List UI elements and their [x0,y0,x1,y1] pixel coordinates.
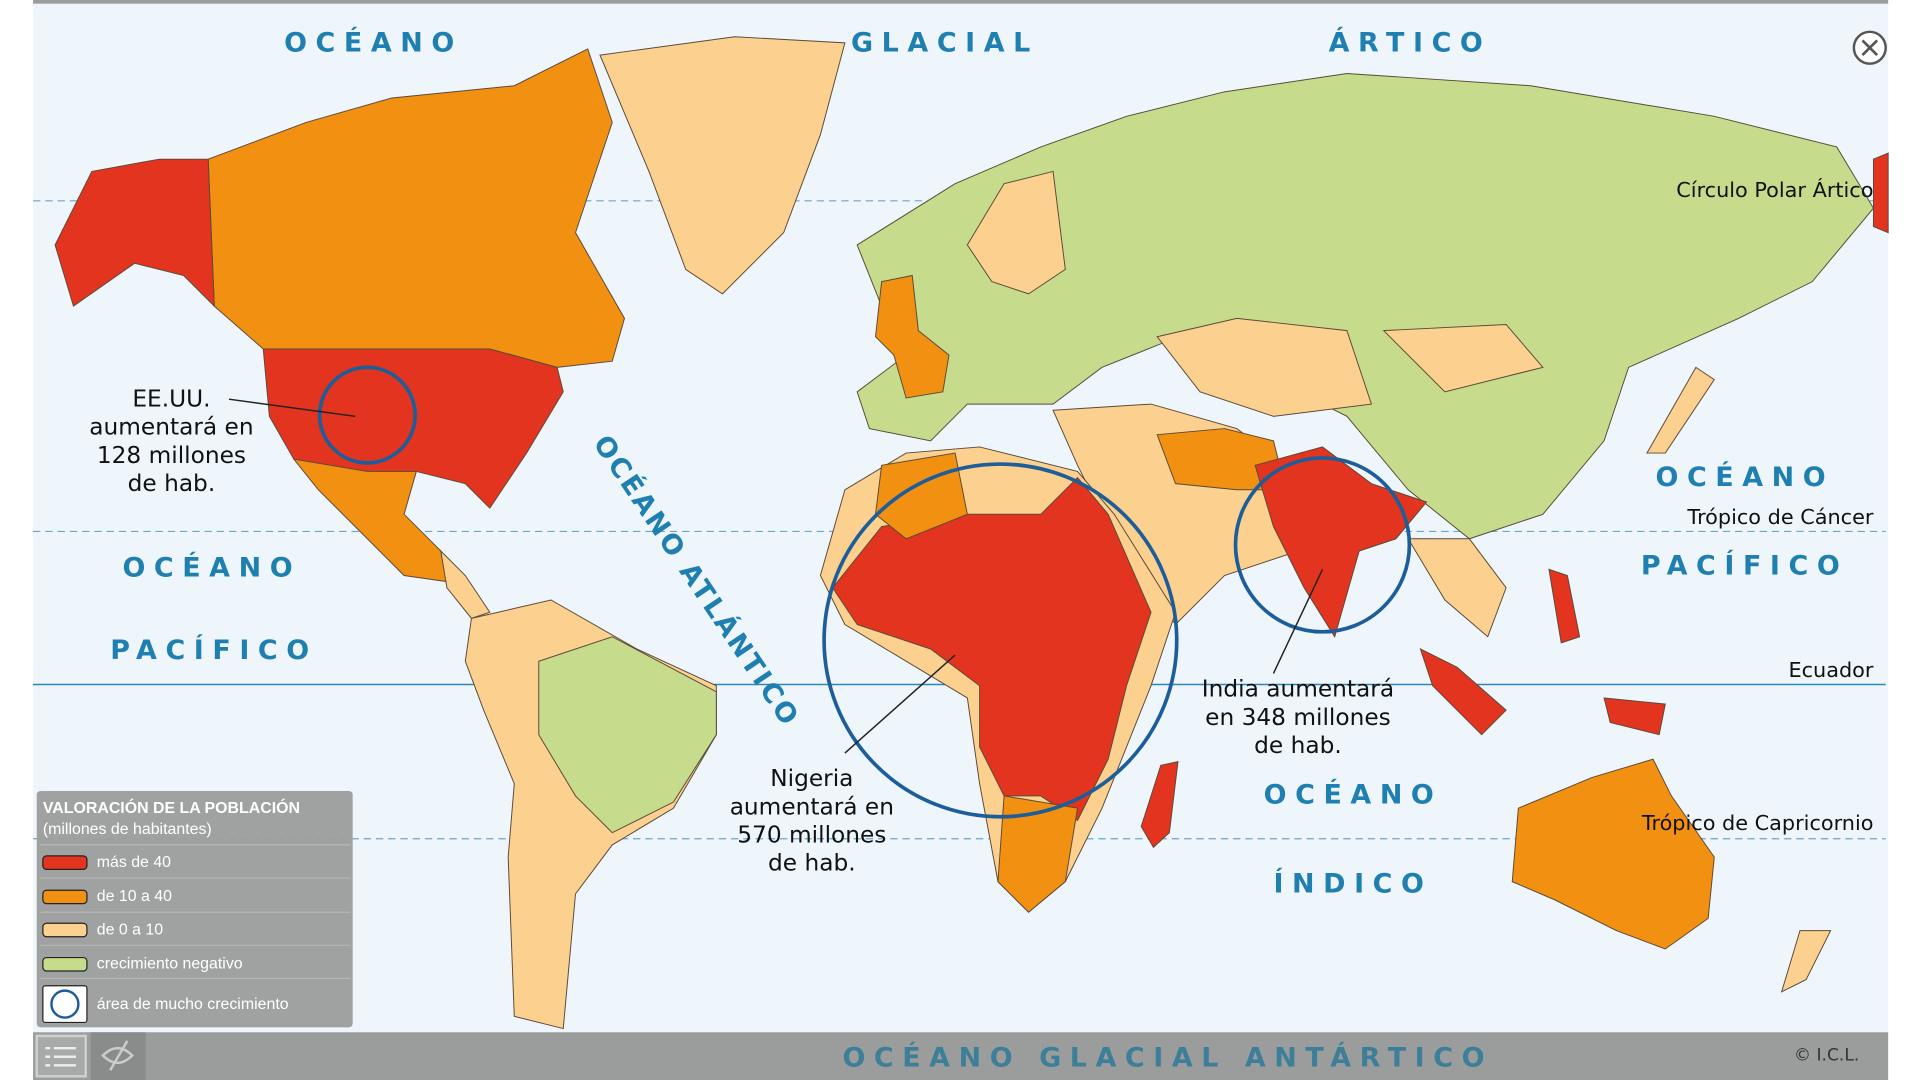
callout-nigeria: Nigeria aumentará en 570 millones de hab… [730,765,894,876]
country-australia [1511,758,1715,950]
label-equator: Ecuador [1788,658,1873,682]
callout-nigeria-line: Nigeria [770,765,853,792]
eye-off-icon-glyph [101,1046,134,1065]
close-button[interactable] [1852,30,1887,65]
legend-swatch-mas-de-40 [42,855,88,870]
label-tropic-cancer: Trópico de Cáncer [1686,505,1873,529]
ocean-label-pacific-left-2: PACÍFICO [110,634,318,666]
callout-usa-line: de hab. [128,470,216,497]
country-japan [1646,366,1715,454]
legend-label: crecimiento negativo [97,956,243,973]
country-greenland [599,36,846,295]
country-india [1254,446,1428,638]
callout-usa-line: aumentará en [89,414,253,441]
legend-panel [36,791,353,1028]
country-indonesia [1419,648,1507,736]
country-madagascar [1140,761,1179,849]
callout-usa-line: EE.UU. [132,386,210,413]
legend-swatch-crecimiento-negativo [42,956,88,972]
country-france-uk [874,274,950,399]
callout-india-line: India aumentará [1202,676,1394,703]
close-icon-glyph [1861,39,1879,57]
legend: VALORACIÓN DE LA POBLACIÓN (millones de … [36,791,353,1028]
legend-title: VALORACIÓN DE LA POBLACIÓN [43,798,300,817]
legend-label: de 0 a 10 [97,921,163,938]
callout-nigeria-line: 570 millones [737,821,886,848]
callout-nigeria-line: de hab. [768,850,856,877]
ocean-label-indian-2: ÍNDICO [1273,868,1432,900]
growth-circle-india [1233,456,1412,634]
legend-label: de 10 a 40 [97,888,172,905]
list-icon-glyph [45,1046,76,1067]
growth-circle-africa [822,462,1179,819]
growth-circle-usa [317,365,417,465]
callout-nigeria-line: aumentará en [730,793,894,820]
ocean-label-arctic-3: ÁRTICO [1329,26,1492,58]
usa-pointer [228,398,356,418]
legend-swatch-de-10-a-40 [42,889,88,905]
country-indonesia-east [1603,697,1666,736]
label-tropic-capricorn: Trópico de Capricornio [1641,811,1874,835]
ocean-label-pacific-left-1: OCÉANO [122,552,301,584]
region-africa-high-growth [832,476,1152,822]
legend-swatch-de-0-a-10 [42,922,88,938]
ocean-label-pacific-right-2: PACÍFICO [1641,549,1849,581]
country-mongolia [1382,323,1544,393]
ocean-label-antarctic: OCÉANO GLACIAL ANTÁRTICO [842,1042,1493,1074]
bottom-bar [33,1032,1889,1080]
region-russia-east-edge [1872,152,1889,234]
land-masses [54,36,1889,1030]
country-alaska [54,158,215,308]
region-scandinavia [966,170,1066,295]
region-southeast-asia [1407,538,1507,638]
label-arctic-circle: Círculo Polar Ártico [1676,177,1873,202]
ocean-label-arctic-1: OCÉANO [284,26,463,58]
top-border [33,0,1889,4]
callout-india-line: de hab. [1254,732,1342,759]
india-pointer [1272,569,1324,674]
ocean-label-indian-1: OCÉANO [1264,778,1443,810]
hide-layer-button[interactable] [90,1032,146,1080]
country-brazil [538,636,717,834]
nigeria-pointer [844,654,956,754]
country-central-america [440,549,491,619]
legend-label: más de 40 [97,854,171,871]
eye-off-icon-slash [109,1040,129,1071]
country-new-zealand [1780,930,1832,993]
callout-india: India aumentará en 348 millones de hab. [1202,676,1394,759]
legend-subtitle: (millones de habitantes) [43,821,212,838]
region-eurasia [856,72,1875,540]
callout-usa: EE.UU. aumentará en 128 millones de hab. [89,386,253,497]
legend-toggle-button[interactable] [35,1034,87,1078]
ocean-label-pacific-right-1: OCÉANO [1656,461,1835,493]
ocean-label-arctic-2: GLACIAL [851,27,1039,58]
circle-icon [50,989,80,1019]
legend-label: área de mucho crecimiento [97,996,289,1013]
callout-india-line: en 348 millones [1205,704,1391,731]
country-philippines [1548,568,1581,644]
callout-usa-line: 128 millones [97,442,246,469]
region-central-asia [1156,317,1373,417]
copyright: © I.C.L. [1794,1045,1859,1065]
